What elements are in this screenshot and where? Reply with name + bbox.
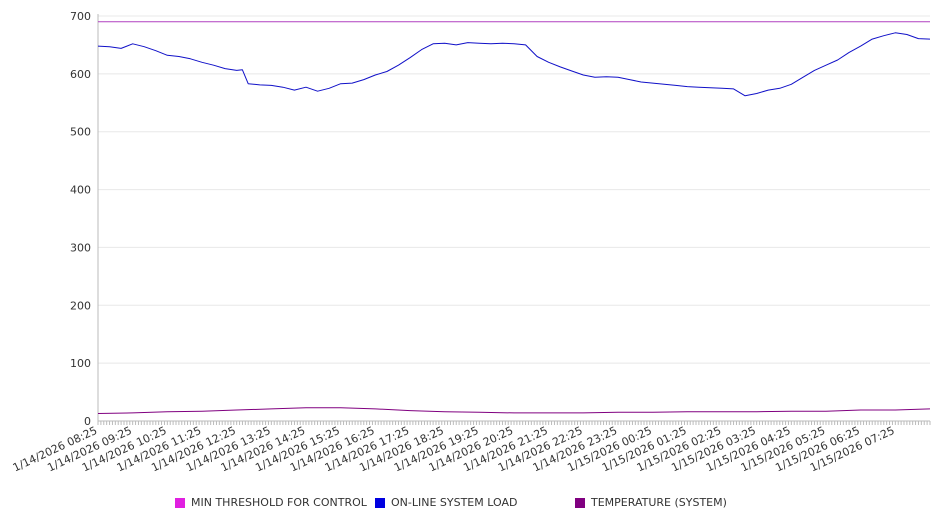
legend-item-min-threshold: MIN THRESHOLD FOR CONTROL (175, 496, 367, 509)
legend-label-min-threshold: MIN THRESHOLD FOR CONTROL (191, 496, 367, 509)
legend: MIN THRESHOLD FOR CONTROL ON-LINE SYSTEM… (0, 496, 946, 518)
legend-label-system-load: ON-LINE SYSTEM LOAD (391, 496, 518, 509)
legend-item-temperature: TEMPERATURE (SYSTEM) (575, 496, 727, 509)
y-tick-label: 200 (70, 299, 91, 312)
legend-label-temperature: TEMPERATURE (SYSTEM) (591, 496, 727, 509)
series-line-temperature (97, 407, 931, 414)
y-tick-label: 100 (70, 357, 91, 370)
axes (97, 14, 931, 425)
y-tick-label: 700 (70, 10, 91, 23)
y-tick-label: 300 (70, 241, 91, 254)
legend-item-system-load: ON-LINE SYSTEM LOAD (375, 496, 517, 509)
y-tick-labels: 0 100 200 300 400 500 600 700 (70, 10, 91, 428)
series-line-system-load (97, 32, 931, 97)
legend-swatch-system-load (375, 497, 385, 508)
legend-swatch-temperature (575, 497, 585, 508)
series-lines (97, 21, 931, 414)
grid-lines (98, 15, 930, 364)
y-tick-label: 400 (70, 184, 91, 197)
legend-swatch-min-threshold (175, 497, 185, 508)
y-tick-label: 600 (70, 68, 91, 81)
y-tick-label: 500 (70, 126, 91, 139)
x-tick-labels: 1/14/2026 08:251/14/2026 09:251/14/2026 … (11, 424, 897, 474)
y-tick-label: 0 (84, 415, 91, 428)
